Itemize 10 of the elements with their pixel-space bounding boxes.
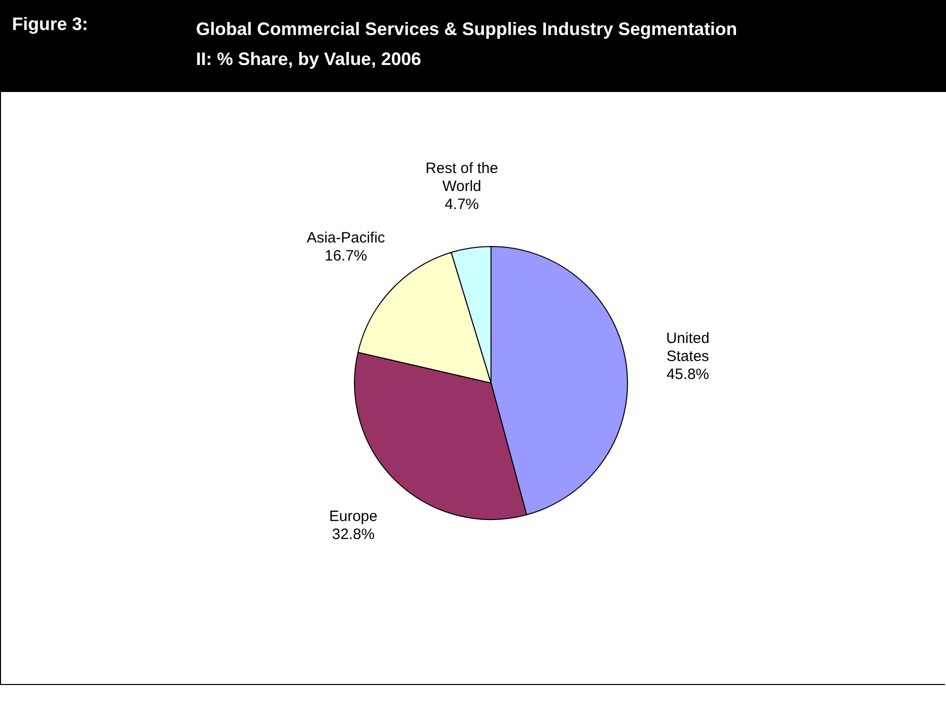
chart-subtitle: Global Commercial Services & Supplies Industry Segmentation II: % Share, by Value, 2006 (196, 18, 738, 71)
data-label: 45.8% (666, 366, 710, 384)
slice-label: Rest of the World (426, 160, 498, 195)
slice-label: Europe (329, 508, 378, 526)
data-label: 32.8% (332, 526, 375, 544)
slice-label: Asia-Pacific (306, 230, 386, 247)
data-label: 4.7% (444, 196, 479, 213)
slice-label: United States (666, 330, 710, 366)
data-label: 16.7% (324, 248, 368, 265)
text: Figure 3: (12, 14, 88, 35)
